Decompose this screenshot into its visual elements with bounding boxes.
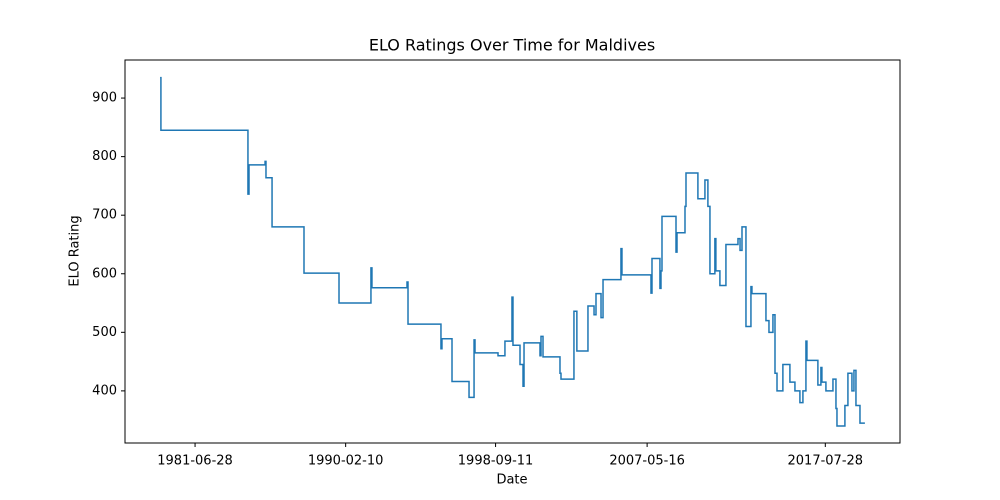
chart-title: ELO Ratings Over Time for Maldives	[369, 36, 655, 55]
y-tick-label: 900	[92, 91, 117, 106]
x-tick-label: 2017-07-28	[788, 454, 864, 469]
y-tick-label: 400	[92, 383, 117, 398]
x-tick-label: 1990-02-10	[308, 454, 384, 469]
plot-frame	[124, 59, 901, 444]
rating-line	[160, 76, 865, 427]
x-tick-label: 1998-09-11	[458, 454, 534, 469]
x-axis-label: Date	[496, 473, 527, 488]
y-tick-label: 500	[92, 325, 117, 340]
x-tick-label: 2007-05-16	[609, 454, 685, 469]
y-tick-label: 700	[92, 208, 117, 223]
y-tick-label: 600	[92, 266, 117, 281]
y-tick-label: 800	[92, 149, 117, 164]
x-tick-label: 1981-06-28	[157, 454, 233, 469]
y-axis-label: ELO Rating	[68, 215, 83, 286]
